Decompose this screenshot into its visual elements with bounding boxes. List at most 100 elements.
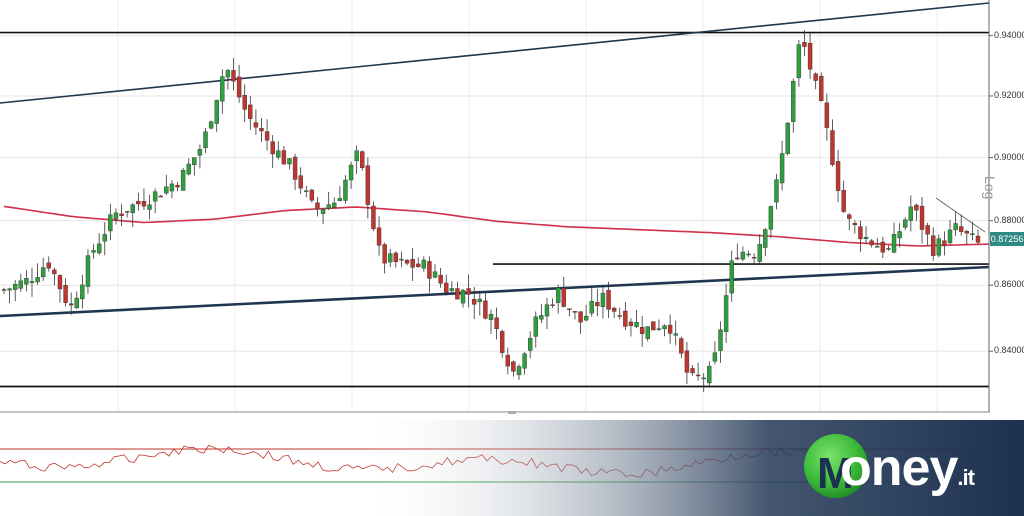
candle-up — [673, 333, 678, 336]
candle-down — [964, 231, 970, 234]
candle-down — [298, 175, 303, 189]
log-scale-label: Log — [982, 176, 998, 200]
logo-letter: M — [817, 449, 854, 498]
candle-up — [326, 204, 331, 209]
candle-down — [942, 240, 947, 246]
candle-down — [455, 288, 460, 300]
candle-up — [113, 212, 119, 220]
candle-up — [774, 179, 779, 203]
candle-down — [505, 354, 510, 367]
candle-down — [931, 235, 936, 257]
candle-up — [186, 163, 191, 175]
candle-down — [393, 252, 399, 263]
candle-up — [589, 300, 594, 314]
candle-down — [472, 299, 477, 305]
candle-down — [819, 75, 824, 102]
candle-down — [852, 223, 858, 226]
candle-down — [119, 213, 124, 216]
candle-up — [522, 353, 527, 369]
candle-down — [695, 374, 701, 377]
candle-down — [511, 361, 516, 372]
candle-down — [315, 202, 320, 210]
candle-down — [248, 104, 253, 119]
candle-up — [24, 278, 29, 285]
pane-divider-handle — [508, 411, 516, 414]
candle-down — [281, 150, 287, 165]
candle-down — [802, 42, 807, 47]
chart-grid — [0, 0, 993, 412]
candle-up — [936, 238, 942, 256]
candle-down — [444, 282, 449, 293]
candle-down — [617, 315, 622, 317]
candle-down — [858, 226, 863, 240]
candle-down — [242, 95, 247, 110]
candle-up — [460, 289, 466, 304]
candle-down — [371, 205, 376, 230]
candle-up — [477, 298, 483, 303]
candle-down — [494, 317, 499, 330]
candle-down — [567, 308, 572, 310]
candle-up — [701, 377, 706, 380]
candle-up — [544, 304, 550, 317]
candle-down — [158, 195, 163, 198]
candle-up — [796, 44, 802, 79]
candle-up — [96, 243, 102, 254]
candle-up — [791, 80, 796, 122]
candle-down — [679, 338, 684, 354]
candle-down — [869, 240, 874, 246]
candle-up — [449, 288, 455, 292]
candle-up — [897, 231, 902, 239]
candle-down — [751, 257, 757, 259]
candle-up — [192, 157, 197, 166]
candle-up — [220, 76, 225, 102]
candle-up — [785, 122, 790, 154]
candle-down — [578, 311, 583, 323]
candle-down — [813, 73, 818, 81]
candle-up — [712, 352, 718, 362]
candle-down — [360, 151, 365, 168]
candle-up — [718, 329, 723, 351]
candle-up — [12, 283, 18, 290]
trend-line-lower — [0, 265, 990, 318]
candle-up — [108, 214, 113, 232]
candle-up — [337, 198, 343, 201]
candle-up — [304, 190, 309, 192]
candle-up — [214, 99, 219, 124]
candle-down — [365, 165, 371, 205]
candle-up — [164, 186, 169, 194]
candle-up — [85, 255, 91, 287]
candle-up — [388, 253, 393, 263]
brand-name: oney.it — [840, 439, 975, 497]
candle-up — [287, 158, 292, 165]
candle-up — [886, 248, 891, 250]
candle-down — [595, 302, 600, 307]
candle-down — [68, 303, 74, 306]
candle-up — [91, 250, 96, 253]
candle-down — [136, 200, 141, 205]
candle-up — [208, 121, 214, 129]
candle-up — [35, 277, 40, 283]
candle-up — [343, 179, 348, 201]
candle-up — [891, 234, 897, 253]
y-tick-label: 0.92000 — [994, 89, 1024, 100]
candle-down — [925, 225, 930, 235]
candle-down — [292, 156, 298, 180]
candle-down — [427, 261, 432, 279]
candle-up — [539, 315, 544, 320]
candle-down — [639, 326, 645, 335]
candle-up — [29, 281, 35, 283]
candle-down — [236, 76, 242, 98]
candle-up — [421, 259, 427, 269]
candle-up — [7, 288, 12, 291]
candle-up — [147, 204, 152, 210]
candle-down — [841, 190, 846, 212]
candle-down — [807, 42, 813, 70]
candle-down — [404, 260, 410, 264]
candle-down — [466, 288, 471, 295]
candle-up — [645, 326, 650, 339]
candle-down — [410, 258, 415, 268]
candle-up — [354, 150, 359, 162]
candle-down — [611, 307, 617, 312]
candle-up — [656, 328, 662, 330]
candle-up — [970, 233, 975, 235]
